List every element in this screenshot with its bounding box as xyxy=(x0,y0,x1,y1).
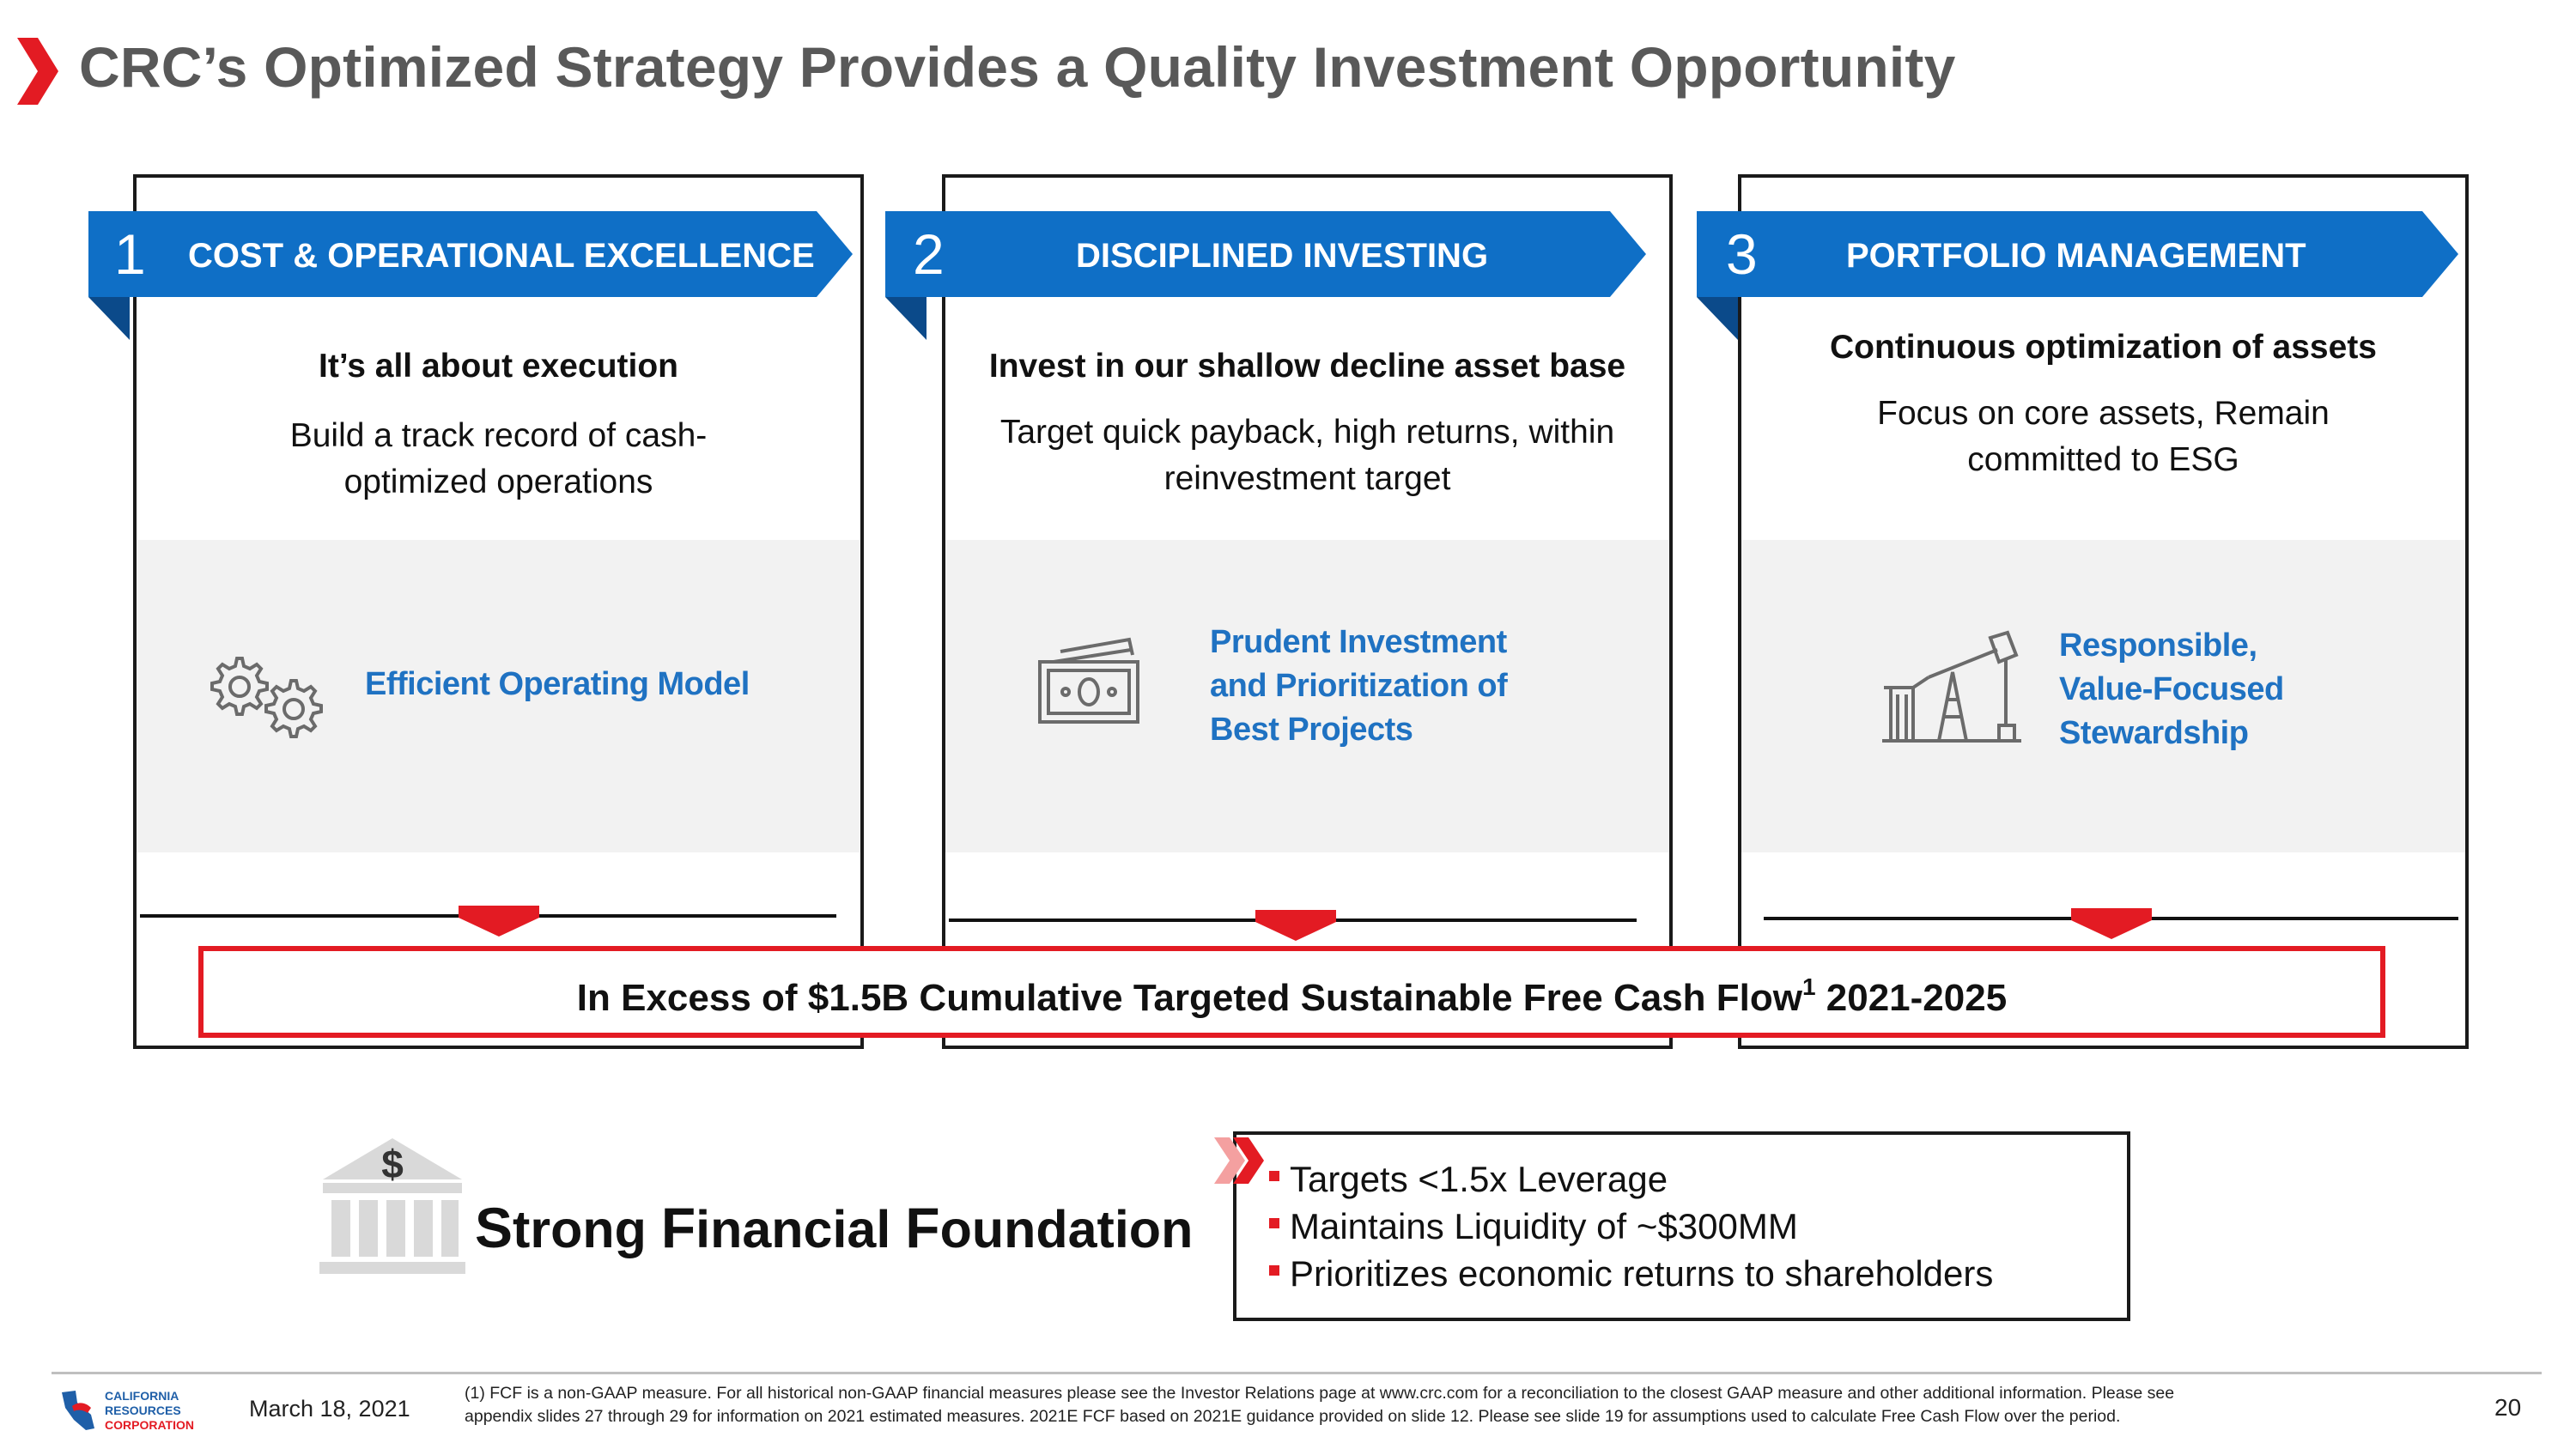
pillar-title: DISCIPLINED INVESTING xyxy=(1076,237,1489,275)
pillar-banner-2: 2 DISCIPLINED INVESTING xyxy=(885,211,1646,340)
footer-divider xyxy=(52,1372,2542,1374)
pillar-focus-label: Prudent Investment and Prioritization of… xyxy=(1210,624,1508,748)
pillar-disciplined-investing: Invest in our shallow decline asset base… xyxy=(942,174,1673,1049)
pillar-focus-panel xyxy=(1741,540,2465,852)
svg-text:CORPORATION: CORPORATION xyxy=(105,1418,194,1432)
svg-text:RESOURCES: RESOURCES xyxy=(105,1404,181,1417)
down-arrow-icon xyxy=(2071,908,2152,939)
pillar-title: PORTFOLIO MANAGEMENT xyxy=(1846,237,2306,275)
pillar-number: 3 xyxy=(1726,222,1758,286)
pillar-banner-1: 1 COST & OPERATIONAL EXCELLENCE xyxy=(88,211,853,340)
dollar-sign: $ xyxy=(381,1142,404,1186)
footnote: (1) FCF is a non-GAAP measure. For all h… xyxy=(465,1384,2175,1426)
list-item: Maintains Liquidity of ~$300MM xyxy=(1269,1206,1798,1247)
title-chevron-icon xyxy=(17,38,58,105)
gears-icon xyxy=(210,657,323,738)
pillar-focus-label: Responsible, Value-Focused Stewardship xyxy=(2059,627,2284,751)
list-item: Targets <1.5x Leverage xyxy=(1269,1159,1668,1200)
banner-arrow-shape xyxy=(1697,211,2458,340)
fcf-target-box: In Excess of $1.5B Cumulative Targeted S… xyxy=(198,946,2385,1038)
banner-arrow-shape xyxy=(88,211,853,340)
down-arrow-icon xyxy=(1255,910,1336,941)
page-title: CRC’s Optimized Strategy Provides a Qual… xyxy=(79,35,1956,99)
down-arrow-icon xyxy=(459,906,539,937)
svg-text:CALIFORNIA: CALIFORNIA xyxy=(105,1389,179,1403)
pillar-headline: Invest in our shallow decline asset base xyxy=(988,348,1626,385)
pillar-title: COST & OPERATIONAL EXCELLENCE xyxy=(188,237,815,275)
pillar-focus-label: Efficient Operating Model xyxy=(365,666,750,702)
company-logo: CALIFORNIA RESOURCES CORPORATION xyxy=(62,1389,194,1432)
bank-icon: $ xyxy=(319,1138,465,1274)
pillar-body: Build a track record of cash- optimized … xyxy=(289,417,708,500)
pillar-body: Focus on core assets, Remain committed t… xyxy=(1877,395,2330,478)
fcf-target-text: In Excess of $1.5B Cumulative Targeted S… xyxy=(576,973,2008,1019)
double-chevron-icon xyxy=(1214,1137,1264,1184)
list-item: Prioritizes economic returns to sharehol… xyxy=(1269,1253,1993,1294)
pumpjack-icon xyxy=(1882,630,2021,743)
pillar-headline: Continuous optimization of assets xyxy=(1829,329,2377,366)
pillar-headline: It’s all about execution xyxy=(319,348,678,385)
pillar-portfolio-management: Continuous optimization of assets Focus … xyxy=(1738,174,2469,1049)
pillar-body: Target quick payback, high returns, with… xyxy=(999,414,1615,497)
pillar-number: 1 xyxy=(114,222,146,286)
pillar-cost-operational: It’s all about execution Build a track r… xyxy=(133,174,864,1049)
banner-arrow-shape xyxy=(885,211,1646,340)
financial-foundation-title: Strong Financial Foundation xyxy=(475,1196,1194,1259)
pillar-banner-3: 3 PORTFOLIO MANAGEMENT xyxy=(1697,211,2458,340)
financial-bullets-box: Targets <1.5x Leverage Maintains Liquidi… xyxy=(1233,1131,2130,1321)
money-icon xyxy=(1038,637,1139,724)
pillar-number: 2 xyxy=(913,222,945,286)
presentation-date: March 18, 2021 xyxy=(249,1396,410,1422)
page-number: 20 xyxy=(2494,1394,2522,1421)
